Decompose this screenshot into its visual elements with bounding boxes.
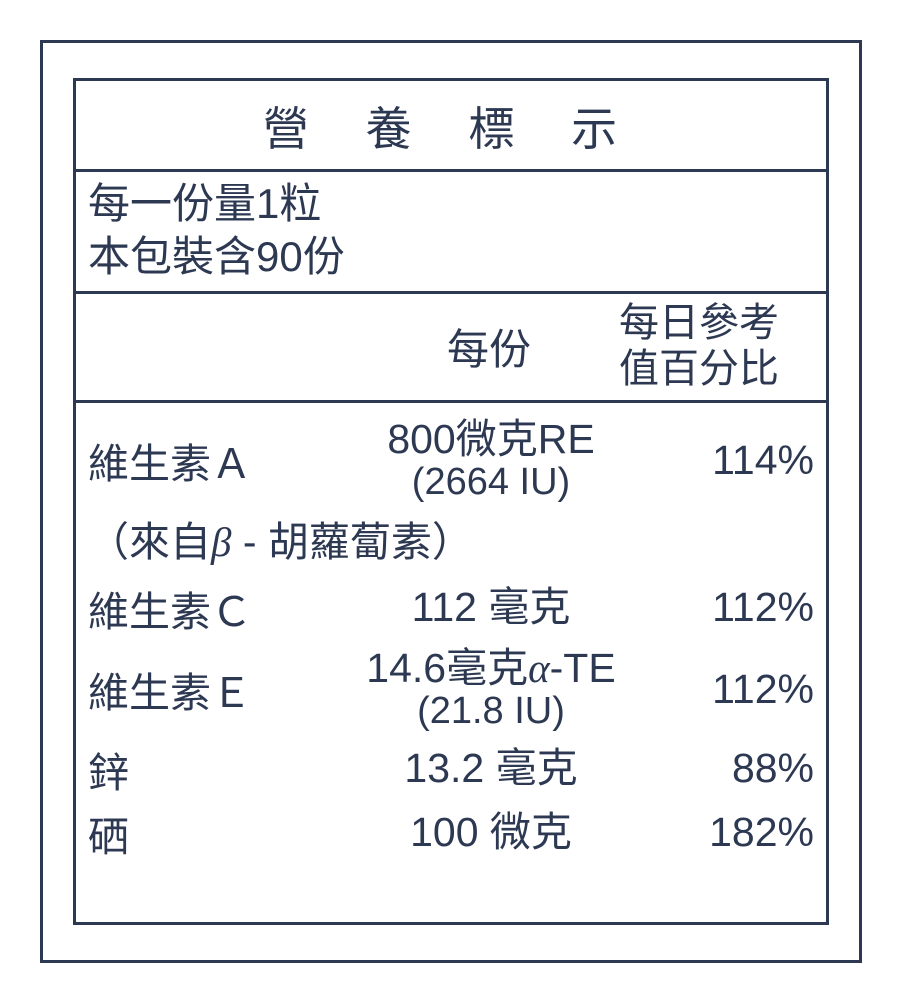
nutrient-name: 維生素Ｅ [88, 659, 318, 719]
header-dv-line1: 每日參考 [584, 300, 814, 346]
amount-main: 13.2 毫克 [318, 746, 664, 791]
alpha-symbol: α [528, 645, 550, 691]
nutrient-amount: 112 毫克 [318, 585, 664, 630]
nutrient-name: 鋅 [88, 739, 318, 799]
nutrient-row-zinc: 鋅 13.2 毫克 88% [88, 739, 814, 799]
title-text: 營 養 標 示 [263, 103, 639, 155]
nutrient-amount: 13.2 毫克 [318, 746, 664, 791]
amount-main: 800微克RE [318, 417, 664, 462]
amount-sub: (2664 IU) [318, 462, 664, 504]
nutrient-amount: 14.6毫克α-TE (21.8 IU) [318, 646, 664, 733]
nutrient-dv: 88% [664, 745, 814, 792]
vitamin-a-source-note: （來自β - 胡蘿蔔素） [88, 508, 814, 568]
amount-sub: (21.8 IU) [318, 691, 664, 733]
header-per-serving: 每份 [394, 316, 584, 377]
nutrient-row-selenium: 硒 100 微克 182% [88, 803, 814, 863]
beta-symbol: β [211, 519, 231, 565]
nutrient-name: 維生素Ｃ [88, 578, 318, 638]
nutrient-dv: 182% [664, 809, 814, 856]
serving-info-section: 每一份量1粒 本包裝含90份 [76, 172, 826, 294]
nutrition-label-table: 營 養 標 示 每一份量1粒 本包裝含90份 每份 每日參考 值百分比 維生素Ａ… [73, 78, 829, 925]
nutrient-name: 維生素Ａ [88, 430, 318, 490]
label-title: 營 養 標 示 [76, 81, 826, 172]
note-open: （來自 [88, 519, 211, 565]
nutrient-amount: 100 微克 [318, 810, 664, 855]
nutrient-row-vitamin-a: 維生素Ａ 800微克RE (2664 IU) 114% [88, 417, 814, 504]
note-mid: - 胡蘿蔔素） [231, 519, 472, 565]
amount-main: 100 微克 [318, 810, 664, 855]
amount-main: 14.6毫克α-TE [318, 646, 664, 691]
servings-per-container: 本包裝含90份 [88, 231, 814, 284]
header-dv-line2: 值百分比 [584, 346, 814, 392]
nutrient-row-vitamin-e: 維生素Ｅ 14.6毫克α-TE (21.8 IU) 112% [88, 646, 814, 733]
amount-main: 112 毫克 [318, 585, 664, 630]
serving-size: 每一份量1粒 [88, 178, 814, 231]
column-header-row: 每份 每日參考 值百分比 [76, 294, 826, 403]
nutrient-dv: 114% [664, 437, 814, 484]
nutrient-dv: 112% [664, 584, 814, 631]
nutrient-row-vitamin-c: 維生素Ｃ 112 毫克 112% [88, 578, 814, 638]
nutrient-name: 硒 [88, 803, 318, 863]
nutrient-amount: 800微克RE (2664 IU) [318, 417, 664, 504]
nutrition-label-outer-frame: 營 養 標 示 每一份量1粒 本包裝含90份 每份 每日參考 值百分比 維生素Ａ… [40, 40, 862, 963]
nutrients-section: 維生素Ａ 800微克RE (2664 IU) 114% （來自β - 胡蘿蔔素）… [76, 403, 826, 922]
header-daily-value: 每日參考 值百分比 [584, 300, 814, 392]
nutrient-dv: 112% [664, 666, 814, 713]
